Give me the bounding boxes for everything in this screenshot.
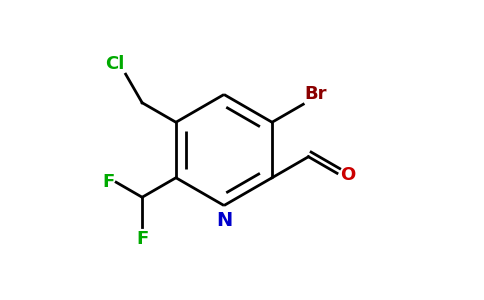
Text: N: N: [216, 211, 232, 230]
Text: O: O: [340, 166, 355, 184]
Text: Br: Br: [305, 85, 327, 103]
Text: F: F: [136, 230, 148, 248]
Text: Cl: Cl: [105, 55, 124, 73]
Text: F: F: [103, 173, 115, 191]
